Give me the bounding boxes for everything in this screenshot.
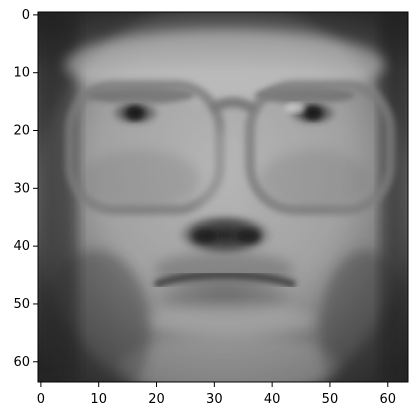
x-tick-label: 50 — [322, 392, 339, 407]
x-tick-label: 30 — [206, 392, 223, 407]
nose-shadow — [175, 213, 275, 257]
left-jaw-shade — [40, 250, 150, 382]
mouth-line — [153, 271, 297, 289]
x-tick-label: 60 — [379, 392, 396, 407]
left-pupil — [126, 106, 144, 120]
left-cheek-shade — [80, 150, 200, 210]
x-tick-label: 0 — [37, 392, 45, 407]
right-nostril — [236, 229, 260, 243]
y-tick-label: 10 — [13, 66, 30, 81]
glasses-bridge — [207, 97, 258, 115]
axes-frame — [37, 11, 409, 383]
y-tick-label: 0 — [22, 8, 30, 23]
right-pupil — [304, 106, 322, 120]
glasses-right-lens — [245, 80, 395, 215]
x-tick-label: 10 — [90, 392, 107, 407]
lower-lip — [145, 304, 315, 336]
chin — [120, 335, 340, 382]
x-tick-label: 20 — [148, 392, 165, 407]
left-brow — [85, 86, 195, 104]
nose-ridge — [195, 130, 250, 228]
right-jaw-shade — [320, 250, 408, 382]
left-nostril — [193, 229, 217, 243]
y-tick-label: 40 — [13, 239, 30, 254]
glasses — [65, 80, 395, 215]
x-axis-ticks: 0 10 20 30 40 50 60 — [37, 382, 396, 407]
right-cheek-shade — [260, 150, 370, 210]
x-tick-label: 40 — [264, 392, 281, 407]
y-axis-ticks: 0 10 20 30 40 50 60 — [13, 8, 38, 370]
face-image — [38, 12, 408, 382]
y-tick-label: 50 — [13, 297, 30, 312]
y-tick-label: 20 — [13, 124, 30, 139]
y-tick-label: 60 — [13, 355, 30, 370]
y-tick-label: 30 — [13, 181, 30, 196]
right-eye-glint — [285, 103, 305, 113]
